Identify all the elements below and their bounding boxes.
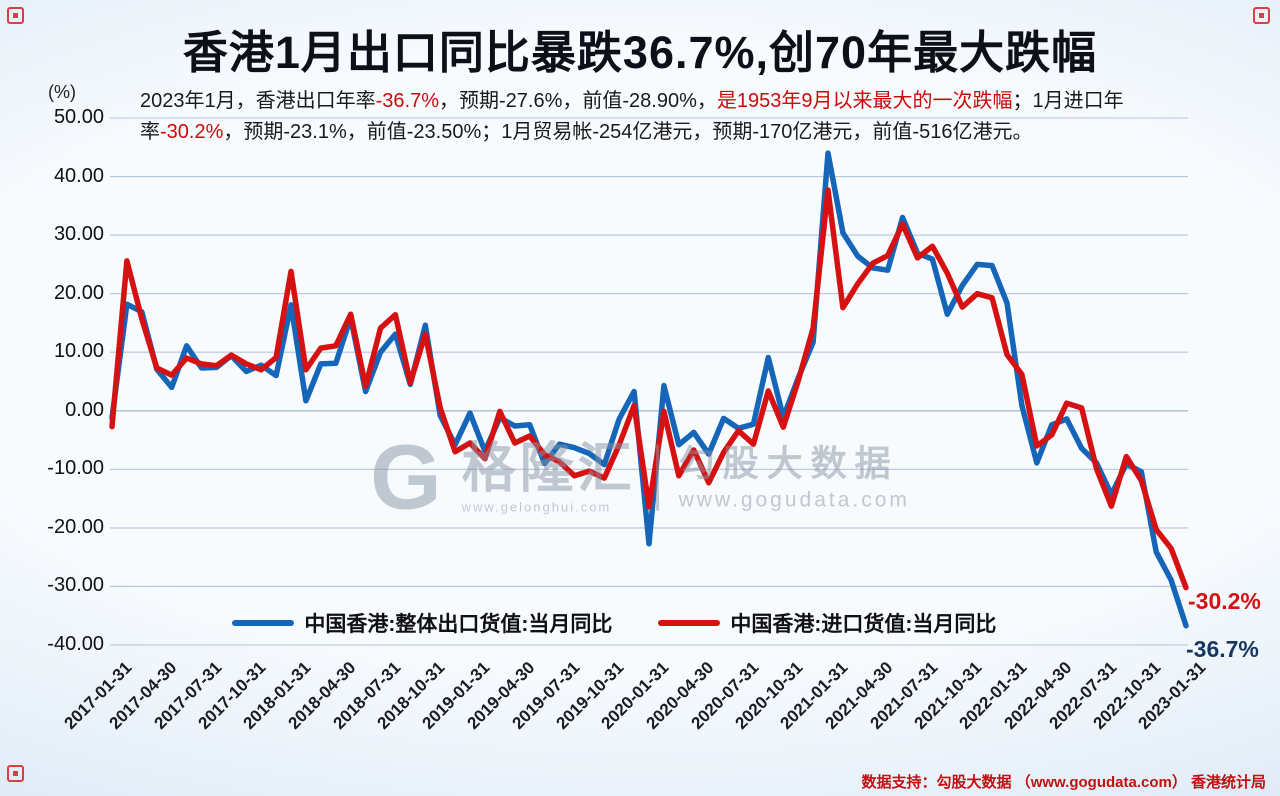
page-title: 香港1月出口同比暴跌36.7%,创70年最大跌幅: [182, 27, 1098, 78]
legend-line-icon: [232, 620, 295, 626]
series-line-export: [109, 150, 1189, 629]
y-tick-label: -20.00: [47, 515, 104, 538]
legend-item: 中国香港:进口货值:当月同比: [658, 608, 996, 638]
corner-stamp-icon: [1253, 7, 1270, 24]
y-axis-unit-label: (%): [48, 82, 76, 102]
chart-legend: 中国香港:整体出口货值:当月同比 中国香港:进口货值:当月同比: [232, 608, 996, 638]
subtitle-segment: ；1月进口年率: [140, 90, 1124, 143]
data-source-credit: 数据支持：勾股大数据 （www.gogudata.com） 香港统计局: [861, 774, 1266, 791]
y-tick-label: 40.00: [53, 164, 104, 187]
y-tick-label: 20.00: [53, 281, 104, 304]
y-tick-label: 10.00: [53, 340, 104, 363]
import-value-annotation: -30.2%: [1188, 588, 1261, 614]
legend-item: 中国香港:整体出口货值:当月同比: [232, 608, 612, 638]
subtitle-segment: -30.2%: [160, 121, 224, 143]
y-tick-label: -40.00: [47, 633, 104, 655]
y-tick-label: 50.00: [53, 106, 104, 128]
subtitle-segment: 是1953年9月以来最大的一次跌幅: [716, 90, 1013, 112]
corner-stamp-icon: [7, 765, 24, 782]
subtitle-segment: -36.7%: [375, 90, 439, 112]
legend-label: 中国香港:进口货值:当月同比: [730, 613, 997, 636]
legend-line-icon: [658, 620, 721, 626]
legend-label: 中国香港:整体出口货值:当月同比: [304, 613, 613, 636]
y-tick-label: -10.00: [47, 457, 104, 480]
y-tick-label: 0.00: [65, 398, 104, 421]
corner-stamp-icon: [7, 7, 24, 24]
subtitle: 2023年1月，香港出口年率-36.7%，预期-27.6%，前值-28.90%，…: [140, 86, 1152, 148]
subtitle-segment: 2023年1月，香港出口年率: [140, 90, 376, 112]
subtitle-segment: ，预期-27.6%，前值-28.90%，: [439, 90, 717, 112]
series-line-import: [109, 187, 1189, 591]
subtitle-segment: ，预期-23.1%，前值-23.50%；1月贸易帐-254亿港元，预期-170亿…: [223, 121, 1033, 143]
y-tick-label: -30.00: [47, 574, 104, 597]
y-tick-label: 30.00: [53, 223, 104, 246]
export-value-annotation: -36.7%: [1186, 636, 1259, 662]
